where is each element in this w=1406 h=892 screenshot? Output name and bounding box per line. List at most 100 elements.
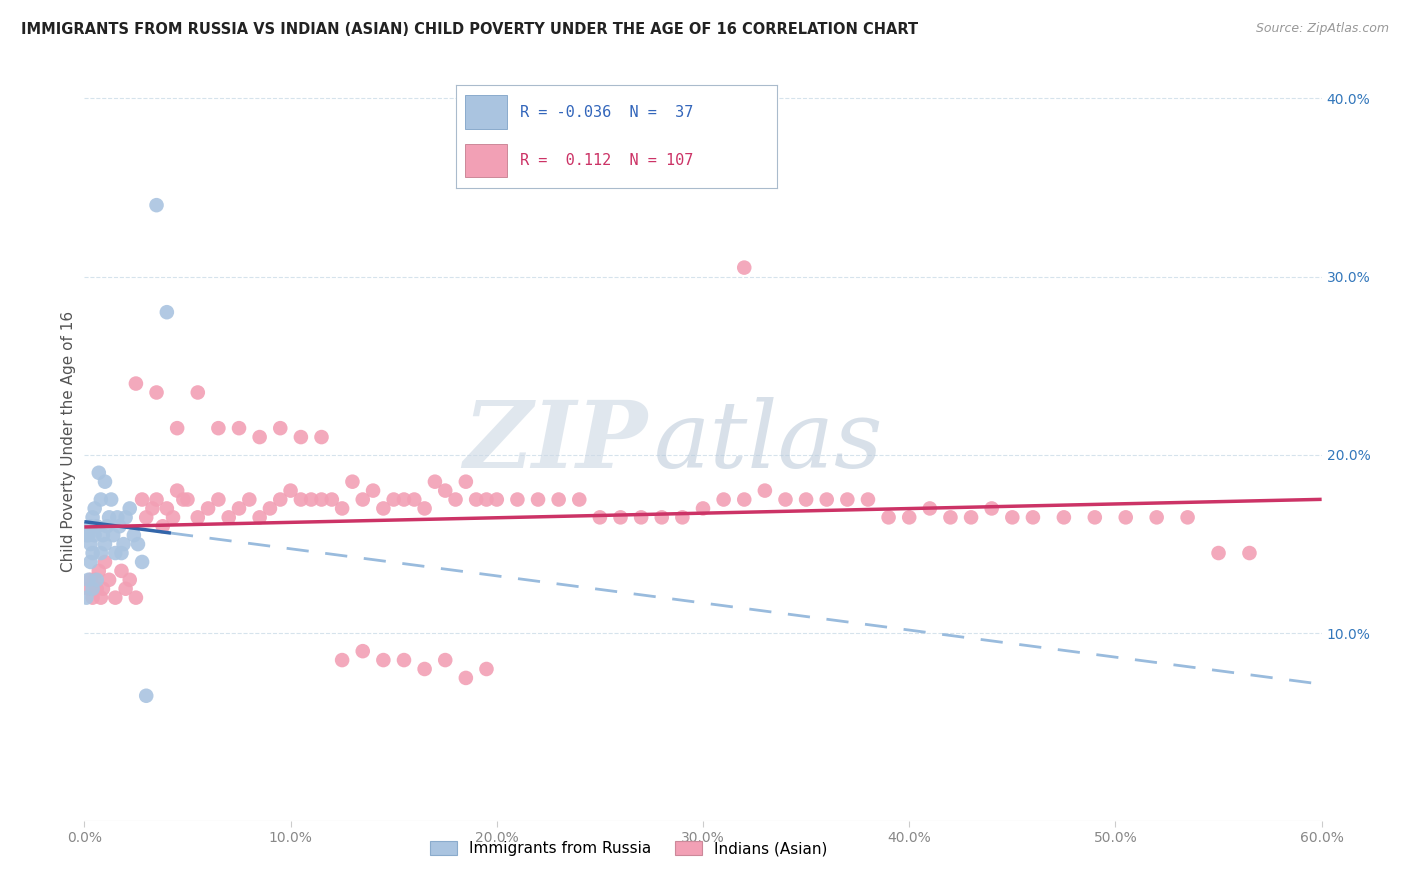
Point	[127, 537, 149, 551]
Point	[207, 421, 229, 435]
Point	[104, 591, 127, 605]
Point	[110, 564, 132, 578]
Point	[434, 653, 457, 667]
Point	[90, 546, 112, 560]
Point	[713, 492, 735, 507]
Point	[79, 537, 101, 551]
Point	[228, 421, 250, 435]
Point	[145, 385, 167, 400]
Point	[172, 492, 194, 507]
Point	[506, 492, 529, 507]
Point	[131, 555, 153, 569]
Point	[145, 198, 167, 212]
Point	[454, 671, 477, 685]
Point	[110, 546, 132, 560]
Text: IMMIGRANTS FROM RUSSIA VS INDIAN (ASIAN) CHILD POVERTY UNDER THE AGE OF 16 CORRE: IMMIGRANTS FROM RUSSIA VS INDIAN (ASIAN)…	[21, 22, 918, 37]
Point	[83, 501, 105, 516]
Point	[280, 483, 302, 498]
Point	[475, 492, 498, 507]
Point	[96, 519, 118, 533]
Point	[1177, 510, 1199, 524]
Point	[454, 475, 477, 489]
Point	[82, 582, 104, 596]
Point	[91, 528, 114, 542]
Point	[118, 573, 141, 587]
Point	[321, 492, 343, 507]
Point	[166, 421, 188, 435]
Point	[77, 582, 100, 596]
Point	[856, 492, 879, 507]
Point	[404, 492, 426, 507]
Point	[589, 510, 612, 524]
Point	[733, 260, 755, 275]
Point	[90, 591, 112, 605]
Point	[485, 492, 508, 507]
Point	[87, 466, 110, 480]
Point	[547, 492, 569, 507]
Point	[125, 591, 148, 605]
Legend: Immigrants from Russia, Indians (Asian): Immigrants from Russia, Indians (Asian)	[423, 835, 834, 863]
Point	[79, 573, 101, 587]
Point	[960, 510, 983, 524]
Point	[156, 501, 179, 516]
Point	[228, 501, 250, 516]
Point	[75, 528, 97, 542]
Point	[352, 492, 374, 507]
Point	[342, 475, 364, 489]
Point	[382, 492, 405, 507]
Point	[187, 510, 209, 524]
Point	[114, 582, 136, 596]
Point	[104, 546, 127, 560]
Text: ZIP: ZIP	[463, 397, 647, 486]
Point	[108, 519, 131, 533]
Point	[98, 573, 121, 587]
Point	[815, 492, 838, 507]
Point	[141, 501, 163, 516]
Point	[79, 555, 101, 569]
Point	[775, 492, 797, 507]
Point	[77, 573, 100, 587]
Point	[311, 430, 333, 444]
Point	[1001, 510, 1024, 524]
Point	[162, 510, 184, 524]
Point	[135, 689, 157, 703]
Point	[754, 483, 776, 498]
Point	[898, 510, 921, 524]
Point	[114, 510, 136, 524]
Point	[249, 430, 271, 444]
Point	[131, 492, 153, 507]
Point	[94, 537, 117, 551]
Point	[290, 492, 312, 507]
Point	[176, 492, 198, 507]
Point	[87, 564, 110, 578]
Point	[125, 376, 148, 391]
Point	[392, 492, 415, 507]
Point	[94, 475, 117, 489]
Point	[197, 501, 219, 516]
Point	[135, 510, 157, 524]
Point	[100, 492, 122, 507]
Text: Source: ZipAtlas.com: Source: ZipAtlas.com	[1256, 22, 1389, 36]
Point	[75, 591, 97, 605]
Point	[299, 492, 322, 507]
Point	[86, 573, 108, 587]
Point	[311, 492, 333, 507]
Point	[105, 510, 128, 524]
Point	[1146, 510, 1168, 524]
Point	[877, 510, 900, 524]
Point	[77, 528, 100, 542]
Point	[330, 653, 353, 667]
Point	[733, 492, 755, 507]
Point	[86, 582, 108, 596]
Point	[238, 492, 260, 507]
Point	[1084, 510, 1107, 524]
Point	[465, 492, 488, 507]
Point	[82, 546, 104, 560]
Point	[112, 537, 135, 551]
Point	[373, 653, 395, 667]
Point	[444, 492, 467, 507]
Point	[475, 662, 498, 676]
Point	[145, 492, 167, 507]
Point	[152, 519, 174, 533]
Point	[939, 510, 962, 524]
